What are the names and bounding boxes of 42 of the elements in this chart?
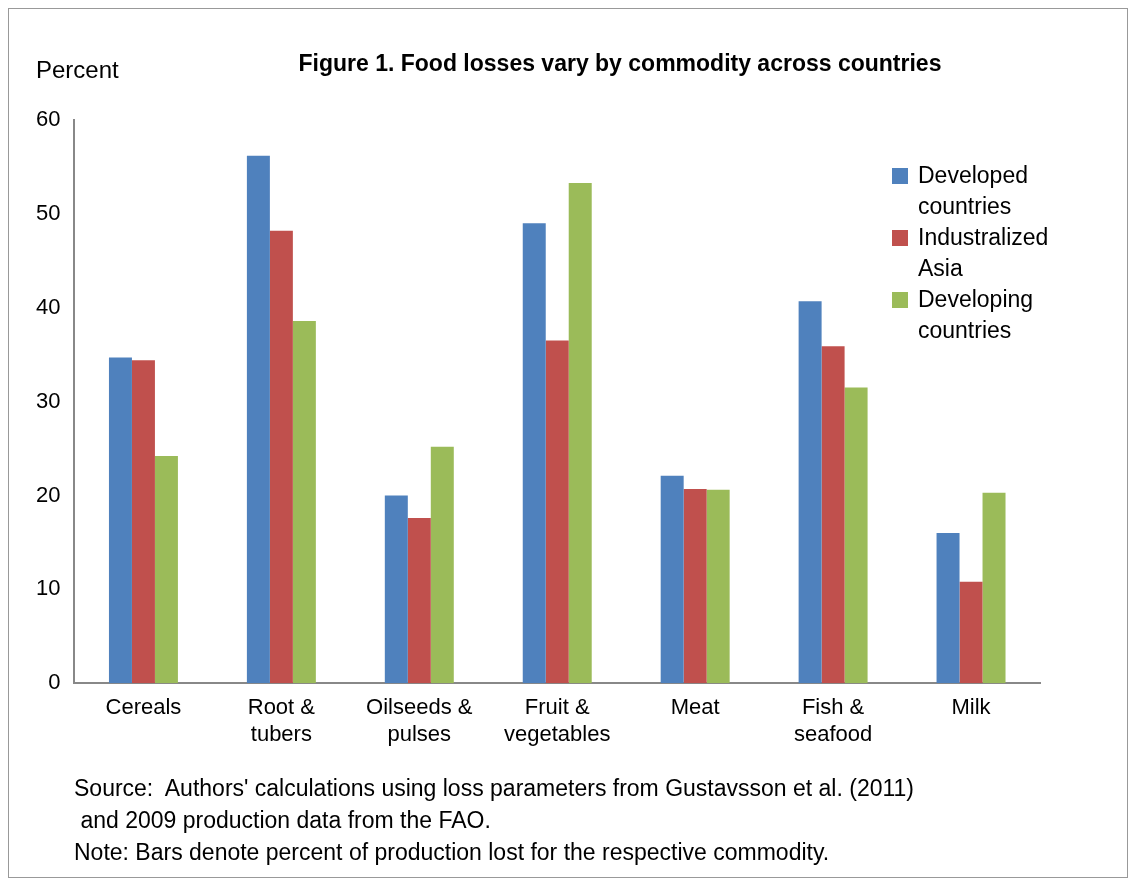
x-tick-label: Fish & seafood — [793, 694, 873, 746]
bar — [292, 320, 316, 684]
x-tick-label: Cereals — [105, 694, 182, 720]
source-note: Source: Authors' calculations using loss parameters from Gustavsson et al. (2011) and 2009 production data from the FAO. — [74, 774, 915, 835]
y-tick-label: 0 — [48, 669, 61, 695]
bar — [660, 475, 684, 684]
bar — [936, 533, 960, 684]
bar — [568, 182, 592, 684]
y-tick-label: 10 — [35, 575, 61, 601]
legend-label: Developing countries — [918, 286, 1034, 343]
x-tick-label: Oilseeds & pulses — [366, 694, 473, 746]
y-tick-label: 50 — [35, 199, 61, 225]
x-tick-label: Milk — [951, 694, 992, 720]
bar — [959, 581, 983, 684]
bar — [844, 387, 868, 684]
bar — [798, 301, 822, 684]
bar — [683, 488, 707, 684]
bar — [407, 518, 431, 684]
bar — [131, 360, 155, 684]
bar — [430, 446, 454, 684]
bar — [522, 223, 546, 684]
bar — [269, 230, 293, 684]
bar — [108, 357, 132, 684]
bar — [246, 155, 270, 684]
bar — [384, 495, 408, 684]
y-tick-label: 30 — [35, 387, 61, 413]
text: Note: Bars denote percent of production lost for the respective commodity. — [74, 838, 831, 867]
y-tick-label: 20 — [35, 481, 61, 507]
chart-title: Figure 1. Food losses vary by commodity across countries — [297, 50, 943, 77]
bar — [706, 489, 730, 684]
bar — [154, 456, 178, 684]
x-tick-label: Fruit & vegetables — [504, 694, 611, 746]
legend-label: Industralized Asia — [918, 224, 1049, 281]
y-tick-label: 60 — [35, 106, 61, 132]
bar — [982, 492, 1006, 684]
y-tick-label: 40 — [35, 293, 61, 319]
legend-label: Developed countries — [918, 162, 1028, 219]
bar — [821, 346, 845, 684]
bar — [545, 340, 569, 684]
x-tick-label: Root & tubers — [247, 694, 316, 746]
x-tick-label: Meat — [670, 694, 720, 720]
y-axis-title: Percent — [36, 56, 119, 84]
